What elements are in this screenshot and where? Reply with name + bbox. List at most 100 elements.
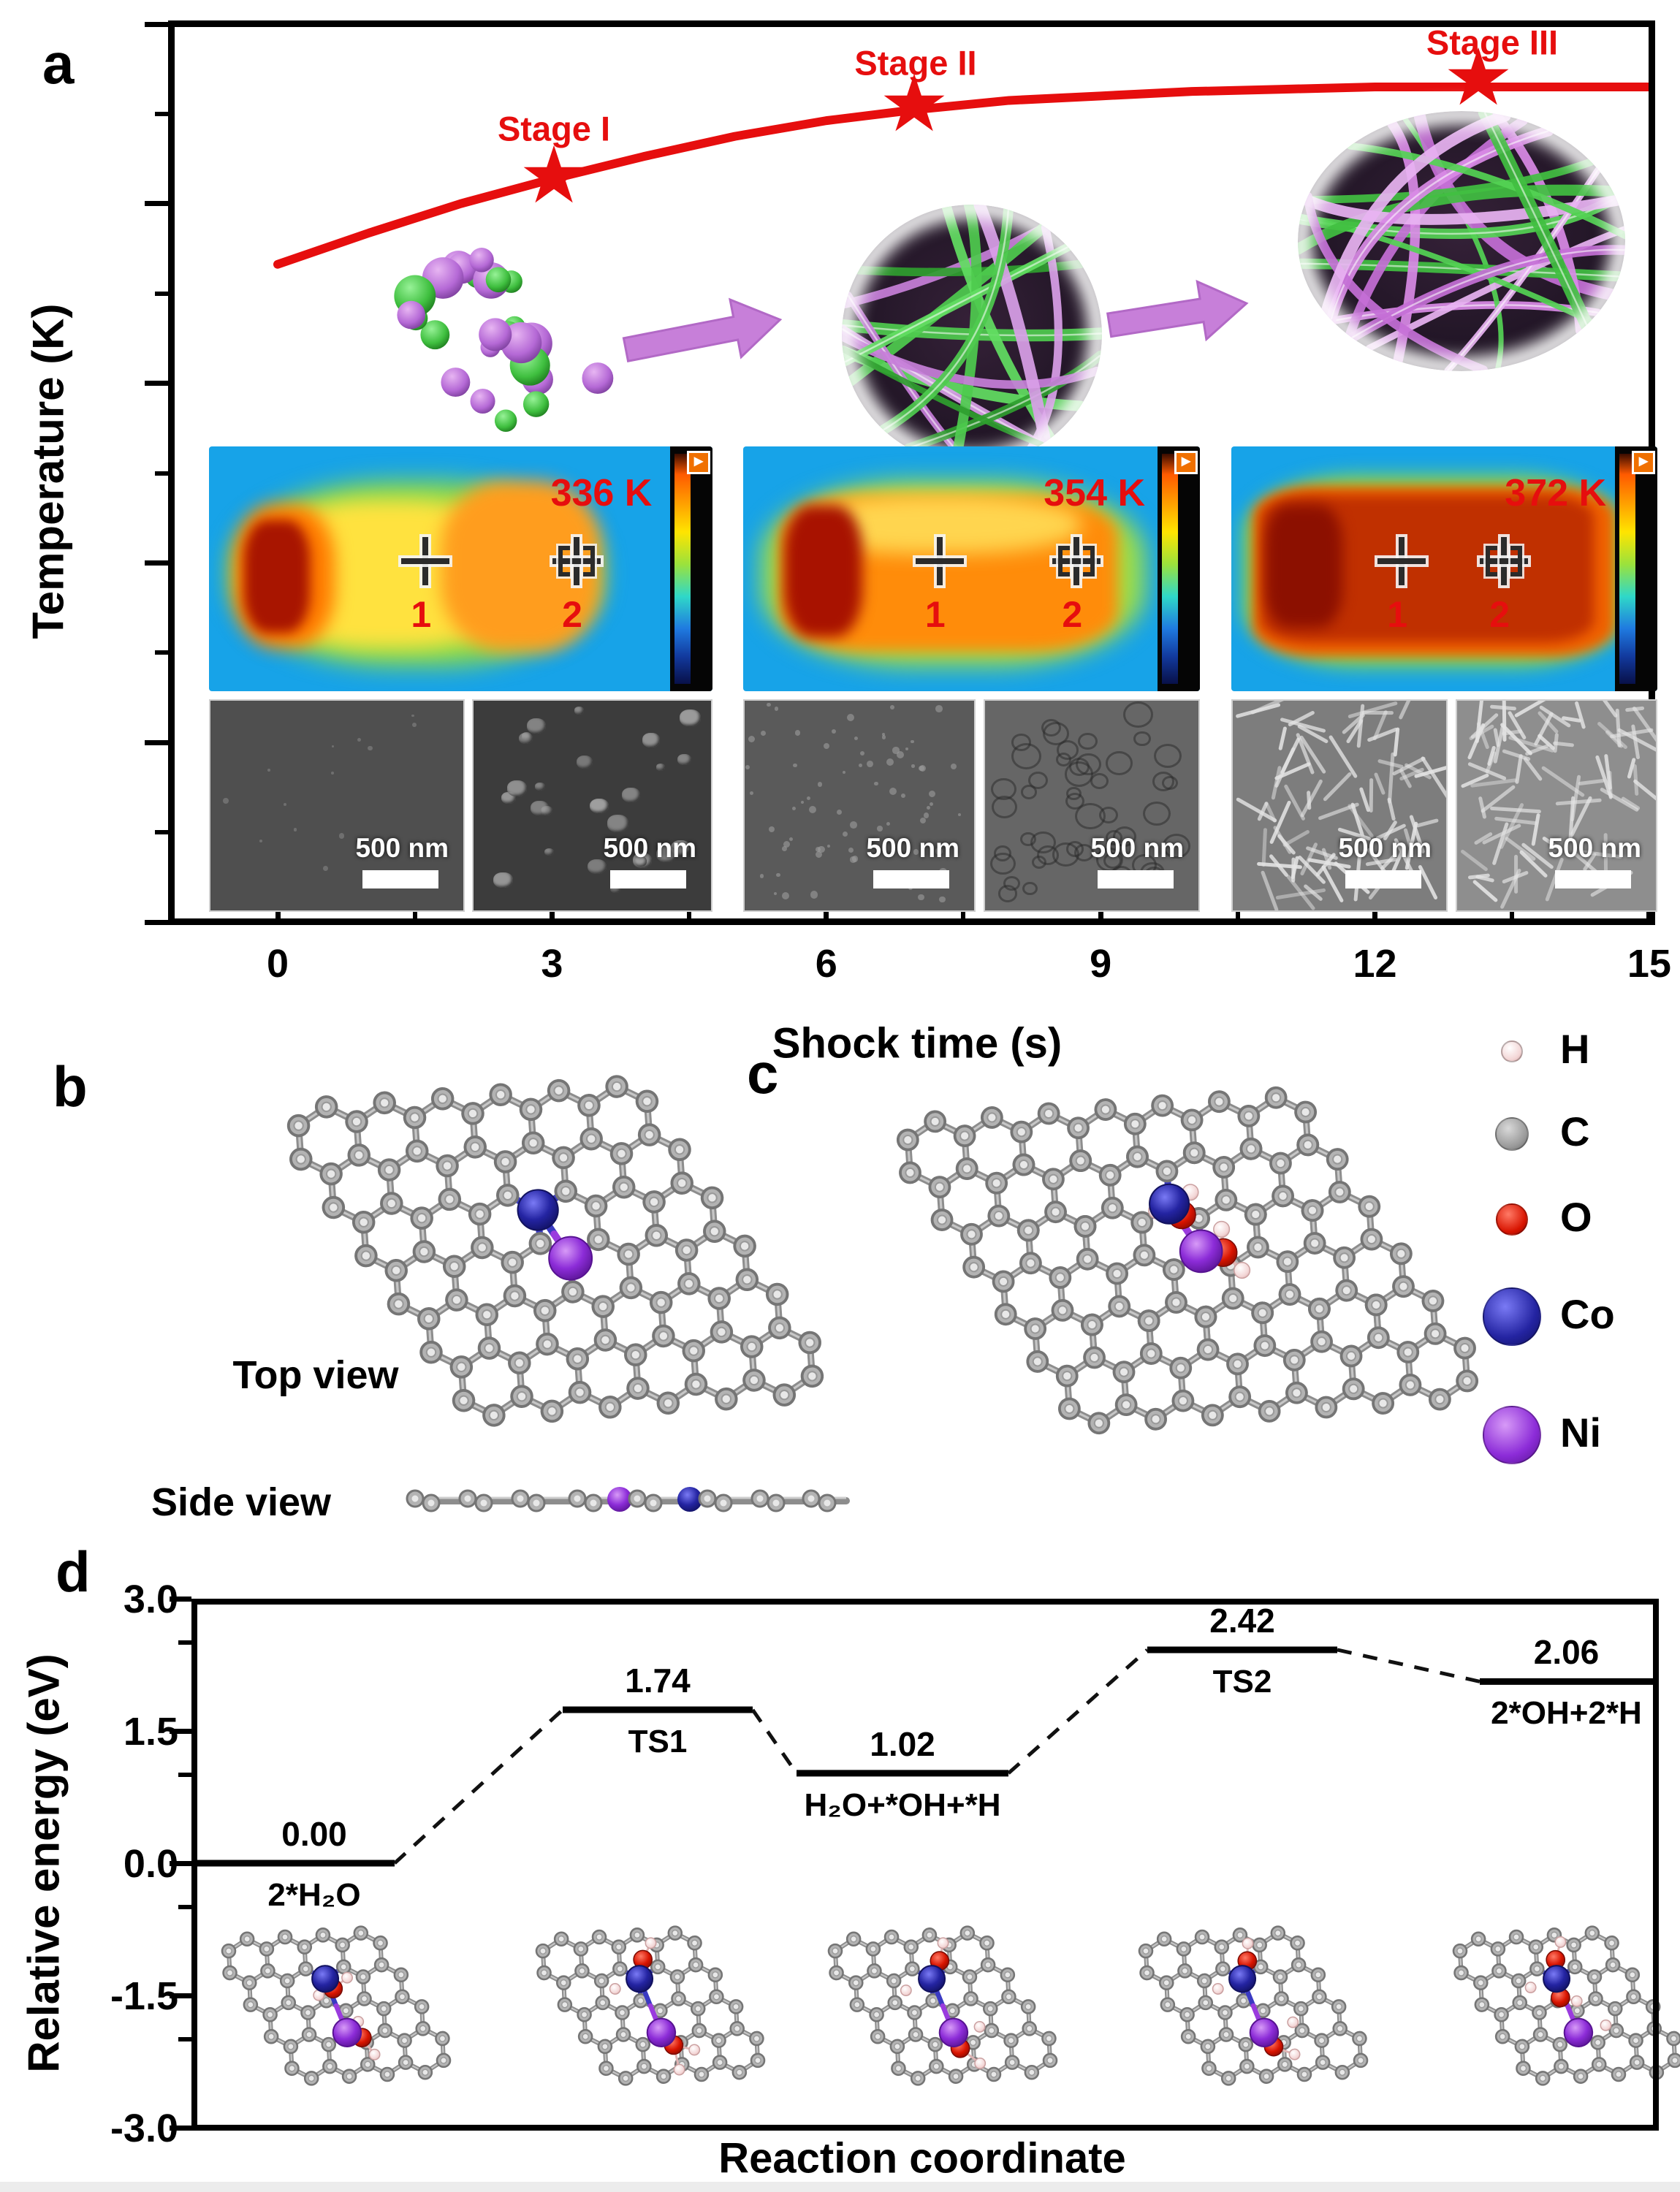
sem-texture — [656, 763, 666, 771]
marker-bar-h — [1480, 558, 1529, 565]
sem-texture — [877, 826, 883, 831]
sem-texture — [930, 802, 934, 807]
d-y-tick-minor — [178, 2037, 191, 2042]
sem-scale-bar — [610, 870, 686, 888]
o-legend-label: O — [1560, 1194, 1592, 1240]
panel-c-label: c — [747, 1041, 779, 1105]
sem-texture — [911, 764, 915, 768]
sem-texture — [1502, 701, 1507, 742]
x-tick-label: 0 — [266, 942, 289, 986]
sem-texture — [889, 787, 897, 796]
energy-value-label: 2.42 — [1209, 1601, 1275, 1640]
h-legend-label: H — [1560, 1026, 1590, 1072]
nanoparticle-sphere — [397, 300, 426, 330]
sem-texture — [1078, 733, 1098, 750]
d-y-tick-minor — [178, 1640, 191, 1645]
sem-texture — [1277, 726, 1287, 750]
sem-texture — [783, 841, 791, 848]
d-y-tick-minor — [178, 1773, 191, 1778]
y-tick-minor — [155, 471, 168, 476]
sem-texture — [782, 891, 790, 900]
sem-texture — [331, 745, 334, 747]
co-atom — [1228, 1965, 1257, 1993]
sem-texture — [935, 848, 943, 855]
energy-value-label: 0.00 — [281, 1815, 347, 1853]
sem-texture — [900, 793, 905, 798]
sem-texture — [793, 764, 797, 768]
energy-path-connector — [393, 1708, 564, 1865]
sem-scale-label: 500 nm — [1090, 833, 1184, 863]
sem-texture — [807, 796, 811, 800]
panel-c-artwork — [896, 1086, 1479, 1435]
side-view-label: Side view — [151, 1480, 332, 1524]
sem-texture — [935, 705, 943, 712]
x-tick-label: 6 — [815, 942, 837, 986]
sem-texture — [607, 815, 628, 832]
sem-texture — [768, 826, 775, 833]
sem-texture — [1122, 701, 1154, 728]
sem-texture — [535, 783, 546, 791]
sem-texture — [919, 764, 927, 772]
graphene-lattice — [221, 1925, 452, 2086]
x-tick-minor — [1235, 906, 1240, 918]
energy-value-label: 2.06 — [1533, 1633, 1600, 1672]
energy-value-label: 1.02 — [870, 1724, 935, 1763]
x-tick-label: 15 — [1627, 942, 1671, 986]
d-y-tick-major — [170, 1860, 191, 1866]
panel-a-x-axis-label: Shock time (s) — [772, 1019, 1063, 1068]
marker-bracket-left — [1058, 546, 1071, 577]
marker-number: 2 — [1489, 594, 1510, 635]
y-tick-major — [145, 919, 168, 925]
sem-texture — [826, 845, 830, 848]
marker-bar-h — [552, 558, 601, 565]
sem-texture — [1142, 801, 1171, 826]
sem-texture — [749, 791, 753, 796]
sem-texture — [1556, 798, 1603, 806]
stage-label: Stage I — [497, 109, 611, 148]
graphene-lattice — [1452, 1925, 1680, 2086]
sem-texture — [1531, 813, 1541, 846]
colorbar-gradient — [1619, 454, 1635, 684]
sem-texture — [1300, 778, 1324, 818]
measurement-marker-mk1 — [1377, 537, 1426, 586]
sem-texture — [854, 736, 859, 740]
y-tick-minor — [155, 650, 168, 655]
nanoparticle-sphere — [494, 409, 517, 432]
sem-texture — [1020, 831, 1037, 847]
sem-texture — [923, 812, 930, 818]
d-y-tick-major — [170, 1728, 191, 1734]
sem-texture — [267, 768, 270, 772]
graphene-lattice — [535, 1925, 766, 2086]
sem-texture — [759, 874, 764, 878]
measurement-marker-mk2 — [1480, 537, 1529, 586]
sem-texture — [438, 845, 444, 851]
h-legend-icon — [1501, 1040, 1523, 1062]
sem-texture — [493, 872, 513, 888]
co-atom — [626, 1965, 654, 1993]
sem-texture — [782, 846, 788, 852]
panel-b-artwork — [286, 1075, 850, 1512]
sem-texture — [1074, 802, 1106, 830]
energy-path-connector — [750, 1708, 799, 1775]
marker-bracket-right — [582, 546, 595, 577]
sem-texture — [655, 845, 677, 862]
sem-texture — [748, 735, 755, 742]
y-tick-major — [145, 560, 168, 566]
sem-texture — [905, 747, 909, 750]
panel-d-artwork — [197, 1646, 1680, 2086]
sem-texture — [745, 764, 750, 769]
thermal-image: 1 2 336 K ▶ — [209, 446, 712, 691]
sem-texture — [897, 751, 905, 759]
sem-texture — [1069, 758, 1090, 776]
sem-texture — [1387, 797, 1396, 821]
sem-texture — [284, 803, 287, 807]
colorbar-icon: ▶ — [1174, 451, 1198, 474]
sem-texture — [858, 763, 862, 767]
thermal-image: 1 2 354 K ▶ — [743, 446, 1200, 691]
y-tick-major — [145, 21, 168, 27]
sem-texture — [881, 735, 886, 739]
temperature-curve — [273, 83, 1654, 269]
x-tick-label: 9 — [1090, 942, 1112, 986]
ni-atom — [938, 2017, 969, 2047]
